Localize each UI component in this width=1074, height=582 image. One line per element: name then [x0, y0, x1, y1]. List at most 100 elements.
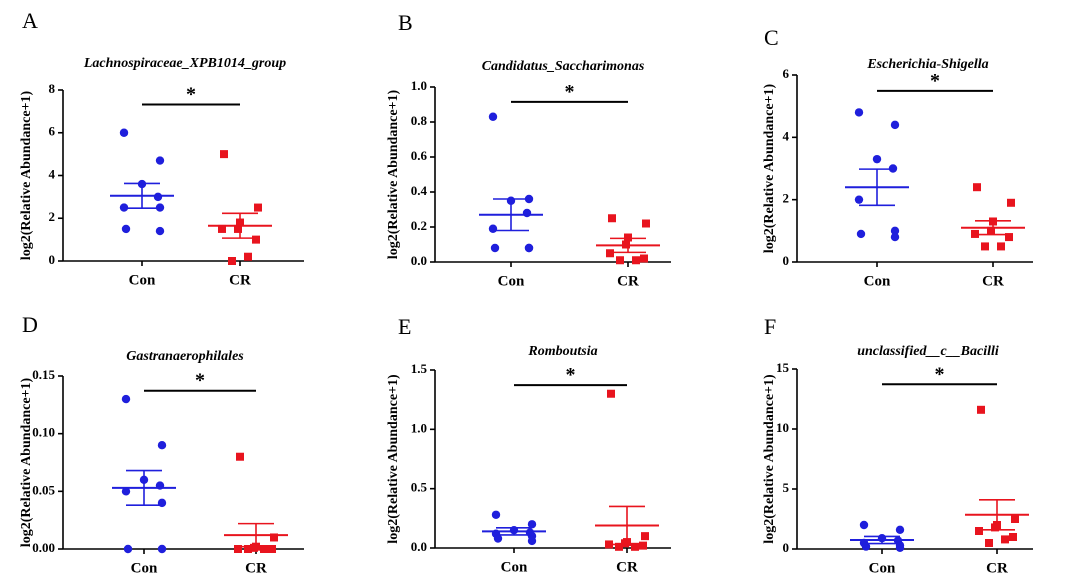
data-point-cr — [991, 523, 999, 532]
data-point-con — [121, 487, 131, 496]
x-tick-label-con: Con — [864, 273, 891, 289]
panel-letter: B — [398, 10, 413, 35]
significance-marker: * — [935, 363, 945, 385]
data-point-cr — [268, 545, 276, 553]
y-tick-label: 0.6 — [411, 148, 428, 163]
y-tick-label: 10 — [776, 420, 789, 435]
y-tick-label: 0.0 — [411, 253, 427, 268]
data-point-cr — [616, 256, 624, 265]
chart-title: Escherichia-Shigella — [866, 57, 988, 72]
data-point-cr — [220, 150, 228, 159]
data-point-con — [854, 195, 864, 204]
data-point-cr — [244, 545, 252, 553]
y-tick-label: 15 — [776, 360, 790, 375]
data-point-cr — [270, 533, 278, 542]
data-point-cr — [975, 527, 983, 535]
y-tick-label: 0.05 — [32, 482, 55, 497]
data-point-cr — [1005, 233, 1013, 242]
chart-panel-b: B Candidatus_Saccharimonas log2(Relative A… — [386, 10, 671, 289]
x-tick-label-cr: CR — [982, 273, 1004, 289]
data-point-con — [856, 229, 866, 239]
panel-letter: C — [764, 25, 779, 50]
panel-letter: D — [22, 312, 38, 337]
data-point-con — [157, 441, 167, 450]
x-tick-label-con: Con — [131, 560, 158, 576]
data-point-con — [890, 226, 900, 236]
data-point-cr — [260, 545, 268, 553]
x-tick-label-cr: CR — [617, 273, 639, 289]
y-tick-label: 0.5 — [411, 480, 428, 495]
data-point-cr — [250, 543, 258, 552]
y-tick-label: 0.10 — [32, 425, 55, 440]
chart-panel-a: A Lachnospiraceae_XPB1014_group log2(Relat… — [19, 8, 304, 288]
data-point-cr — [1011, 515, 1019, 523]
y-tick-label: 2 — [783, 191, 790, 206]
data-point-con — [524, 243, 534, 253]
data-point-cr — [1009, 533, 1017, 541]
y-tick-label: 4 — [49, 166, 56, 181]
chart-panel-e: E Romboutsia log2(Relative Abundance+1) 0.0… — [386, 314, 671, 575]
data-point-con — [121, 394, 131, 404]
y-tick-label: 2 — [49, 209, 56, 224]
y-tick-label: 0.8 — [411, 113, 428, 128]
chart-title: Gastranaerophilales — [126, 349, 244, 364]
y-axis-label: log2(Relative Abundance+1) — [762, 83, 777, 253]
data-point-cr — [977, 405, 985, 414]
data-point-cr — [641, 532, 649, 541]
data-point-cr — [642, 219, 650, 228]
data-point-cr — [218, 224, 226, 233]
y-tick-label: 1.5 — [411, 361, 428, 376]
data-point-cr — [624, 233, 632, 242]
data-point-con — [527, 536, 537, 546]
y-axis-label: log2(Relative Abundance+1) — [19, 90, 34, 260]
significance-marker: * — [565, 81, 575, 103]
y-axis-label: log2(Relative Abundance+1) — [19, 377, 34, 547]
chart-title: Romboutsia — [527, 344, 597, 359]
data-point-cr — [981, 242, 989, 251]
data-point-cr — [621, 539, 629, 548]
data-point-con — [155, 226, 165, 236]
data-point-cr — [987, 226, 995, 235]
x-tick-label-con: Con — [498, 273, 525, 289]
panel-letter: A — [22, 8, 38, 33]
chart-title: Lachnospiraceae_XPB1014_group — [83, 56, 286, 71]
chart-title: unclassified__c__Bacilli — [857, 344, 999, 359]
significance-marker: * — [930, 70, 940, 92]
significance-marker: * — [186, 84, 196, 106]
data-point-cr — [973, 183, 981, 192]
data-point-con — [859, 520, 869, 530]
y-tick-label: 0.15 — [32, 367, 55, 382]
x-tick-label-cr: CR — [986, 560, 1008, 576]
data-point-cr — [254, 203, 262, 212]
significance-marker: * — [195, 370, 205, 392]
y-axis-label: log2(Relative Abundance+1) — [386, 374, 401, 544]
chart-panel-d: D Gastranaerophilales log2(Relative Abunda… — [19, 312, 304, 576]
y-tick-label: 0 — [49, 252, 56, 267]
y-tick-label: 0 — [783, 540, 790, 555]
data-point-con — [490, 243, 500, 253]
x-tick-label-cr: CR — [616, 559, 638, 575]
data-point-cr — [228, 257, 236, 265]
data-point-cr — [631, 542, 639, 551]
x-tick-label-con: Con — [501, 559, 528, 575]
data-point-cr — [1007, 198, 1015, 207]
data-point-cr — [234, 224, 242, 233]
y-tick-label: 4 — [783, 128, 790, 143]
data-point-con — [890, 232, 900, 242]
data-point-cr — [1001, 535, 1009, 544]
data-point-con — [872, 154, 882, 164]
y-tick-label: 5 — [783, 480, 790, 495]
y-tick-label: 8 — [49, 81, 56, 96]
data-point-con — [488, 224, 498, 233]
x-tick-label-con: Con — [129, 272, 156, 288]
data-point-cr — [607, 389, 615, 398]
data-point-con — [890, 120, 900, 130]
y-axis-label: log2(Relative Abundance+1) — [762, 374, 777, 544]
y-tick-label: 6 — [783, 66, 790, 81]
data-point-con — [155, 156, 165, 165]
y-axis-label: log2(Relative Abundance+1) — [386, 89, 401, 259]
data-point-cr — [640, 254, 648, 263]
data-point-con — [119, 128, 129, 137]
